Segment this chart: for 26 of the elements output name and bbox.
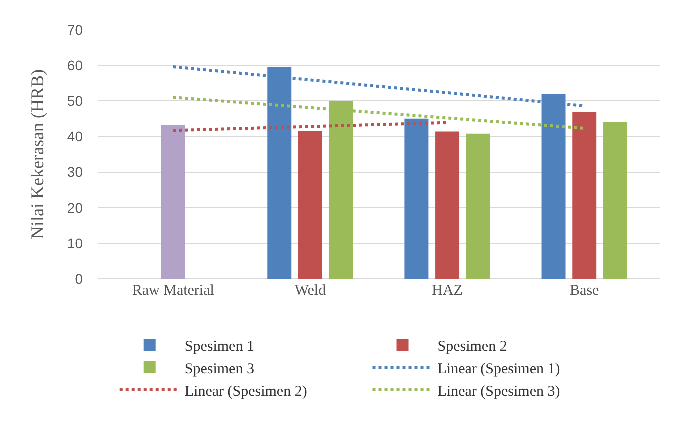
bar [603, 122, 628, 279]
bar [466, 134, 490, 279]
legend-label: Linear (Spesimen 2) [184, 384, 308, 400]
x-tick-label: HAZ [432, 283, 463, 299]
y-tick-label: 70 [67, 22, 84, 38]
y-tick-label: 50 [67, 93, 84, 110]
x-tick-label: Raw Material [132, 283, 214, 299]
bar [436, 132, 460, 279]
bar [298, 131, 322, 279]
y-axis-title: Nilai Kekerasan (HRB) [28, 70, 48, 240]
y-tick-label: 60 [67, 57, 84, 74]
legend-label: Spesimen 1 [184, 338, 254, 355]
legend-label: Spesimen 2 [438, 338, 508, 355]
y-tick-label: 10 [67, 235, 84, 252]
bar [572, 112, 597, 279]
x-tick-label: Base [570, 283, 600, 299]
bar [404, 118, 429, 279]
bar [161, 124, 186, 279]
y-tick-label: 30 [67, 164, 84, 180]
legend-label: Spesimen 3 [184, 361, 254, 378]
y-tick-label: 20 [67, 200, 84, 216]
legend-label: Linear (Spesimen 3) [438, 384, 560, 400]
y-tick-label: 0 [75, 270, 84, 287]
x-tick-label: Weld [294, 283, 327, 299]
y-tick-label: 40 [67, 128, 84, 145]
legend-label: Linear (Spesimen 1) [438, 361, 560, 378]
